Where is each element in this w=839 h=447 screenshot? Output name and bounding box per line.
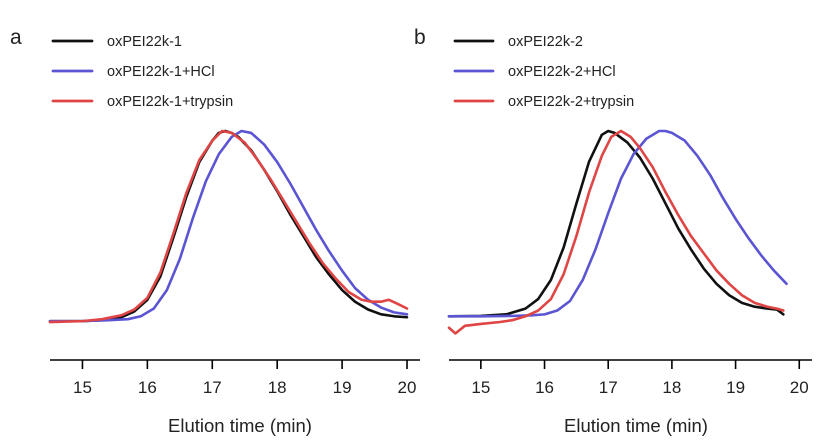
panel-a-letter: a xyxy=(10,26,22,49)
panel-b-x-tick-label-15: 15 xyxy=(471,378,490,397)
panel-a-x-tick-label-20: 20 xyxy=(398,378,417,397)
panel-a-chart: a 15 16 17 18 19 20 Elution time (min) oxPEI22k-… xyxy=(10,26,420,436)
panel-a-x-tick-label-19: 19 xyxy=(333,378,352,397)
panel-b-series-line-1 xyxy=(447,129,785,318)
panel-a-series-line-1 xyxy=(48,129,409,323)
panel-a-x-tick-label-15: 15 xyxy=(73,378,92,397)
panel-a-series-line-3 xyxy=(48,129,409,324)
panel-b-x-tick-label-19: 19 xyxy=(726,378,745,397)
panel-a-x-tick-label-18: 18 xyxy=(268,378,287,397)
panel-b-x-axis-title: Elution time (min) xyxy=(564,415,708,436)
panel-b-legend-label-1: oxPEI22k-2 xyxy=(508,34,583,50)
panel-b-series-line-3 xyxy=(447,129,785,335)
panel-b-x-tick-label-16: 16 xyxy=(535,378,554,397)
panel-b-legend-label-3: oxPEI22k-2+trypsin xyxy=(508,94,634,110)
panel-a-legend-label-3: oxPEI22k-1+trypsin xyxy=(107,94,233,110)
panel-b-x-tick-label-20: 20 xyxy=(790,378,809,397)
panel-b-letter: b xyxy=(414,26,426,49)
panel-b-series-line-2 xyxy=(447,129,788,318)
panel-a-x-tick-label-16: 16 xyxy=(138,378,157,397)
panel-a-series-line-2 xyxy=(48,129,409,323)
panel-a-x-axis-title: Elution time (min) xyxy=(168,415,312,436)
panel-b-legend-label-2: oxPEI22k-2+HCl xyxy=(508,64,616,80)
panel-a-legend-label-1: oxPEI22k-1 xyxy=(107,34,182,50)
panel-a-legend-label-2: oxPEI22k-1+HCl xyxy=(107,64,215,80)
panel-b-x-tick-label-18: 18 xyxy=(662,378,681,397)
panel-b-chart: b 15 16 17 18 19 20 Elution time (min) oxPEI22k-… xyxy=(414,26,812,436)
panel-b-x-tick-label-17: 17 xyxy=(599,378,618,397)
panel-a-x-tick-label-17: 17 xyxy=(203,378,222,397)
